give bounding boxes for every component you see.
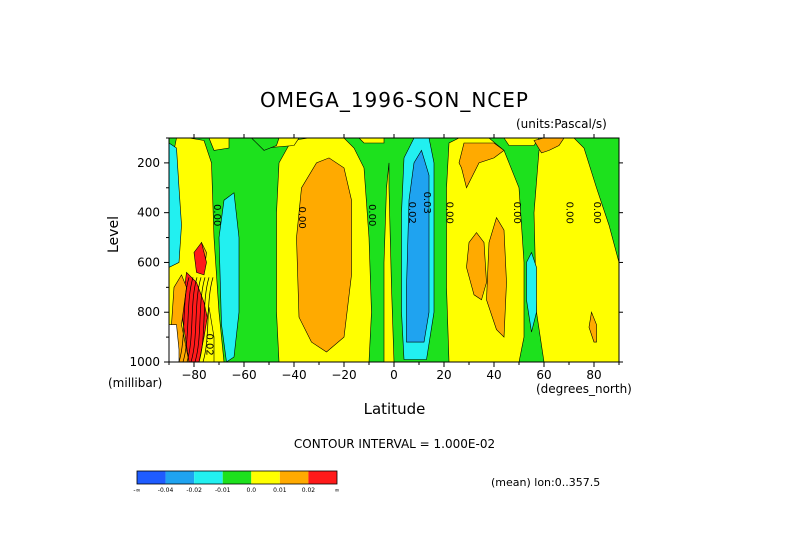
region-yellow-narrow-eq xyxy=(383,162,395,363)
colorbar-label: 0.02 xyxy=(302,487,316,494)
contour-label: 0.03 xyxy=(421,192,432,214)
y-unit-label: (millibar) xyxy=(108,376,163,390)
contour-line-layer xyxy=(178,277,214,363)
colorbar-swatch xyxy=(194,471,223,484)
contour-line-polar xyxy=(194,277,206,363)
contour-line-polar xyxy=(178,277,190,363)
y-tick-label: 400 xyxy=(137,206,160,220)
x-tick-label: −20 xyxy=(331,368,356,382)
colorbar-label: -0.01 xyxy=(215,487,231,494)
region-cyan-nh-60 xyxy=(526,251,537,333)
y-tick-label: 600 xyxy=(137,255,160,269)
colorbar-label: ∞ xyxy=(335,487,340,494)
y-tick-label: 800 xyxy=(137,305,160,319)
region-orange-nh-deep xyxy=(486,216,507,338)
chart-title: OMEGA_1996-SON_NCEP xyxy=(260,88,529,112)
colorbar-swatch xyxy=(251,471,280,484)
colorbar-frame xyxy=(136,470,338,485)
x-unit-label: (degrees_north) xyxy=(536,382,632,396)
contour-line-polar xyxy=(186,277,198,363)
colorbar-label: 0.01 xyxy=(273,487,287,494)
x-axis-label: Latitude xyxy=(363,400,426,418)
contour-label: 0.00 xyxy=(511,202,522,224)
contour-label: 0.00 xyxy=(296,206,307,228)
colorbar-label: -0.04 xyxy=(158,487,174,494)
contour-label: 0.02 xyxy=(406,202,417,224)
contour-label: 0.00 xyxy=(211,204,222,226)
colorbar: -∞ -0.04 -0.02 -0.01 0.0 0.01 0.02 ∞ xyxy=(133,470,340,494)
x-tick-label: 80 xyxy=(586,368,601,382)
contour-label: 0.00 xyxy=(564,202,575,224)
region-orange-nh-upper xyxy=(458,142,505,189)
contour-label: 0.00 xyxy=(366,204,377,226)
region-orange-nh-lower xyxy=(466,232,487,301)
x-tick-label: 60 xyxy=(536,368,551,382)
contour-line-polar xyxy=(182,277,194,363)
contour-fill-layer xyxy=(168,137,620,363)
region-orange-sh xyxy=(296,157,352,353)
contour-label: 0.00 xyxy=(591,202,602,224)
x-tick-label: 0 xyxy=(390,368,398,382)
colorbar-label: -0.02 xyxy=(186,487,202,494)
colorbar-swatch xyxy=(222,471,252,484)
y-tick-label: 1000 xyxy=(129,355,160,369)
contour-label: 0.00 xyxy=(444,202,455,224)
contour-line-polar xyxy=(198,277,210,363)
region-yellow-top-east xyxy=(503,137,540,146)
x-tick-label: 40 xyxy=(486,368,501,382)
x-tick-label: −80 xyxy=(181,368,206,382)
x-tick-label: −40 xyxy=(281,368,306,382)
y-tick-label: 200 xyxy=(137,156,160,170)
contour-line-polar xyxy=(190,277,202,363)
x-tick-label: 20 xyxy=(436,368,451,382)
mean-longitude-note: (mean) lon:0..357.5 xyxy=(491,476,601,489)
region-red-polar-s-2 xyxy=(193,241,207,276)
contour-line-polar xyxy=(202,277,214,363)
contour-interval-text: CONTOUR INTERVAL = 1.000E-02 xyxy=(293,437,496,451)
colorbar-swatch xyxy=(279,471,309,484)
region-blue-eq-inner xyxy=(406,149,430,343)
units-label: (units:Pascal/s) xyxy=(516,117,607,131)
contour-label: 0.02 xyxy=(204,333,215,355)
region-cyan-sh-60 xyxy=(218,192,240,363)
region-yellow-nh-belt xyxy=(446,137,525,363)
region-orange-80-blob xyxy=(588,311,597,343)
colorbar-label: 0.0 xyxy=(247,487,257,494)
colorbar-swatch xyxy=(165,471,195,484)
colorbar-swatch xyxy=(308,471,337,484)
colorbar-swatch xyxy=(137,471,166,484)
x-tick-label: −60 xyxy=(231,368,256,382)
contour-label-layer: 0.00 0.00 0.00 0.02 0.03 0.00 0.00 0.00 0.00 0.02 xyxy=(204,192,603,356)
colorbar-label: -∞ xyxy=(133,487,140,494)
axes-layer: −80 −60 −40 −20 0 20 40 60 80 200 400 600 800 1000 xyxy=(129,134,623,382)
